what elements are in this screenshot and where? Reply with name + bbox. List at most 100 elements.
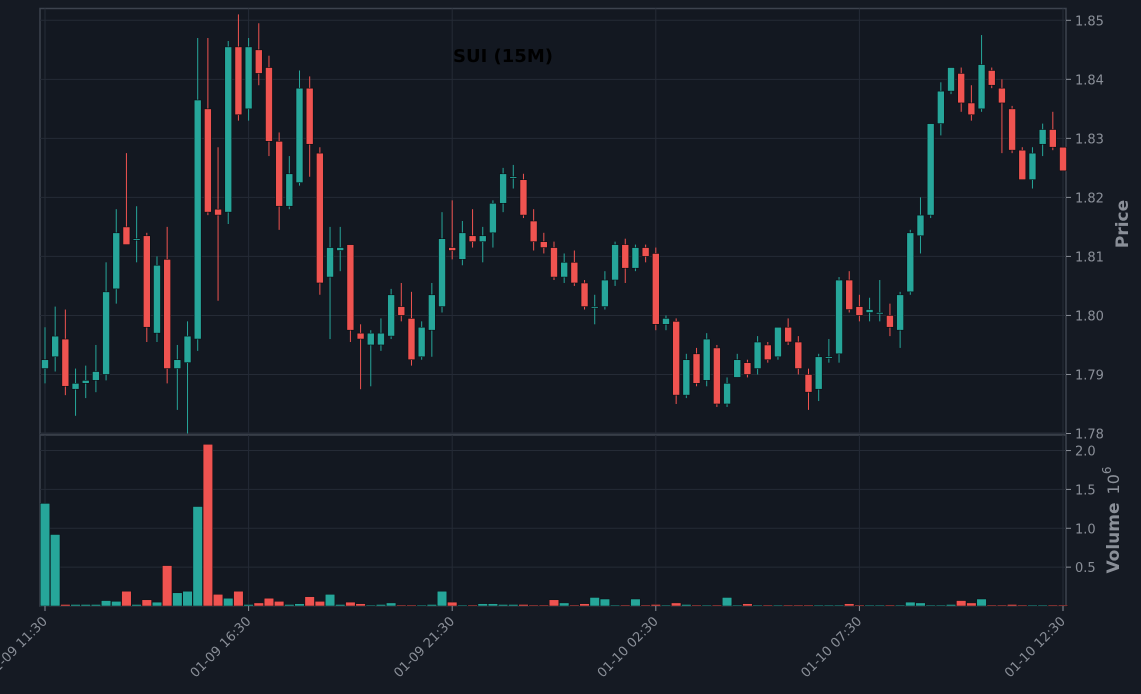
- candle-body: [224, 46, 233, 213]
- volume-bar: [386, 602, 397, 607]
- candle-body: [794, 341, 803, 369]
- candle-body: [92, 371, 100, 381]
- candle-body: [387, 294, 395, 337]
- candle-body: [926, 123, 935, 216]
- candle: [51, 306, 59, 372]
- volume-bar: [131, 604, 142, 607]
- candle: [611, 241, 619, 286]
- candle-body: [336, 247, 345, 251]
- candle-body: [193, 99, 202, 340]
- candle: [896, 291, 904, 348]
- candle: [489, 200, 497, 248]
- candle: [81, 365, 90, 399]
- volume-exponent-power: 6: [1100, 466, 1114, 474]
- candle: [509, 164, 518, 189]
- candle: [845, 271, 854, 313]
- candle: [1059, 146, 1067, 172]
- candle-body: [173, 359, 182, 369]
- candle-body: [1028, 152, 1037, 180]
- volume-tick-label: 1.5: [1075, 483, 1096, 498]
- candle-body: [153, 264, 161, 334]
- candle-body: [916, 214, 925, 237]
- volume-bar: [681, 604, 692, 607]
- candle: [702, 333, 711, 387]
- candle: [529, 209, 538, 251]
- volume-tick-label: 1.0: [1075, 522, 1096, 537]
- candle-body: [326, 247, 334, 278]
- candle: [112, 209, 121, 304]
- candle-body: [51, 335, 59, 358]
- candle: [733, 353, 742, 378]
- candle: [387, 288, 395, 340]
- candle-body: [774, 326, 782, 358]
- candle: [682, 353, 691, 399]
- candle-body: [875, 312, 884, 315]
- volume-bar: [39, 503, 51, 607]
- candle: [1018, 147, 1027, 180]
- candle-body: [814, 356, 823, 390]
- candle-body: [855, 306, 864, 316]
- candle-body: [346, 244, 355, 331]
- candle-body: [702, 338, 711, 381]
- candle-body: [641, 247, 650, 257]
- volume-bar: [345, 601, 356, 607]
- candle: [662, 315, 670, 331]
- volume-bar: [752, 604, 763, 607]
- candle: [743, 359, 752, 378]
- volume-bar: [263, 597, 275, 607]
- candle: [784, 318, 792, 345]
- candle: [987, 67, 996, 89]
- volume-bar: [864, 604, 875, 607]
- candle: [193, 38, 202, 351]
- candle-body: [550, 247, 558, 278]
- volume-bar: [101, 600, 112, 607]
- volume-bar: [172, 592, 183, 607]
- x-tick-label: 01-09 11:30: [0, 614, 51, 681]
- price-tick-label: 1.81: [1075, 250, 1104, 265]
- candle: [143, 232, 151, 343]
- candle: [692, 347, 701, 387]
- candle: [326, 226, 334, 340]
- candle-body: [540, 241, 548, 248]
- candle: [641, 244, 650, 263]
- candle: [977, 35, 986, 112]
- candle: [651, 247, 660, 331]
- candle: [763, 342, 772, 363]
- volume-bar: [274, 601, 285, 607]
- candle-body: [112, 232, 121, 290]
- volume-bar: [90, 604, 101, 607]
- candle: [41, 327, 49, 384]
- volume-bar: [447, 601, 458, 607]
- volume-bar: [335, 604, 346, 607]
- volume-bar: [396, 604, 407, 607]
- candle-body: [183, 335, 192, 363]
- candle-body: [621, 244, 630, 269]
- volume-bar: [834, 604, 845, 607]
- volume-bar: [874, 604, 885, 607]
- volume-bar: [742, 603, 753, 607]
- candle: [438, 212, 446, 313]
- candle-body: [651, 253, 660, 325]
- volume-bar: [213, 594, 224, 607]
- candle: [346, 244, 355, 343]
- candle-body: [265, 67, 273, 142]
- candle: [875, 280, 884, 322]
- candle: [865, 297, 874, 322]
- candle: [61, 309, 70, 396]
- candle-body: [163, 259, 171, 369]
- price-panel: [39, 7, 1067, 435]
- volume-bar: [915, 602, 926, 607]
- volume-bar: [487, 603, 498, 607]
- candle-body: [977, 64, 986, 110]
- volume-tick-label: 2.0: [1075, 445, 1096, 460]
- candle: [835, 277, 843, 363]
- candle: [672, 318, 680, 404]
- volume-bar: [416, 604, 427, 607]
- volume-bar: [294, 603, 305, 607]
- candle: [998, 79, 1006, 154]
- candle: [570, 250, 579, 286]
- candle: [957, 67, 966, 112]
- candle-body: [763, 344, 772, 361]
- candle-body: [102, 291, 110, 375]
- volume-bar: [192, 506, 203, 607]
